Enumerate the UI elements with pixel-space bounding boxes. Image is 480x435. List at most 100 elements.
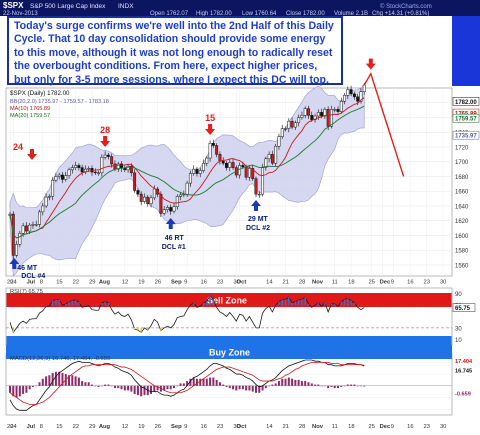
macd-histogram-bar xyxy=(61,372,64,386)
candle-body xyxy=(356,96,360,102)
macd-histogram-bar xyxy=(304,381,307,386)
candle-body xyxy=(320,112,324,117)
macd-histogram-bar xyxy=(284,378,287,386)
macd-histogram-bar xyxy=(340,385,343,387)
candle-body xyxy=(352,93,356,98)
price-xaxis-label: 9 xyxy=(391,280,394,286)
price-right-ma20: 1759.57 xyxy=(455,117,477,123)
macd-histogram-bar xyxy=(235,385,238,391)
bottom-xaxis-label: 25 xyxy=(369,424,375,430)
macd-histogram-bar xyxy=(51,372,54,386)
candle-body xyxy=(349,89,353,95)
price-xaxis-label: 9 xyxy=(184,280,187,286)
price-xaxis-label: Oct xyxy=(237,280,247,286)
candle-body xyxy=(67,169,71,176)
macd-histogram-bar xyxy=(314,384,317,386)
macd-signal-line xyxy=(9,361,365,405)
cycle-label-15: 15 xyxy=(205,113,215,123)
bottom-xaxis-label: 16 xyxy=(201,424,207,430)
candle-body xyxy=(185,182,189,195)
macd-right-right_signal: 17.404 xyxy=(455,359,473,365)
macd-histogram-bar xyxy=(343,385,346,387)
macd-histogram-bar xyxy=(136,385,139,396)
candle-body xyxy=(113,163,117,170)
candle-body xyxy=(300,115,304,118)
candle-body xyxy=(310,115,314,120)
price-right-bblower: 1735.97 xyxy=(455,134,477,140)
rsi-tick-label: 30 xyxy=(455,326,462,332)
candle-body xyxy=(162,209,166,214)
candle-body xyxy=(15,244,19,256)
cycle-label-dcl4: DCL #4 xyxy=(21,273,45,280)
macd-right-right_macd: 16.745 xyxy=(455,369,472,375)
candle-body xyxy=(359,91,363,102)
macd-histogram-bar xyxy=(153,385,156,392)
macd-histogram-bar xyxy=(350,384,353,386)
macd-histogram-bar xyxy=(218,382,221,386)
macd-histogram-bar xyxy=(143,385,146,396)
ma10-line xyxy=(9,97,365,239)
cycle-arrow-dcl2 xyxy=(251,200,261,211)
price-xaxis-label: 30 xyxy=(233,280,239,286)
price-xaxis-label: 23 xyxy=(217,280,223,286)
macd-histogram-bar xyxy=(31,385,34,387)
bottom-xaxis-label: 23 xyxy=(424,424,430,430)
cycle-arrow-15 xyxy=(205,124,216,135)
price-legend-ma20: MA(20) 1759.57 xyxy=(10,113,50,119)
candle-body xyxy=(149,197,153,204)
macd-histogram-bar xyxy=(189,378,192,386)
candle-body xyxy=(336,109,340,112)
macd-histogram-bar xyxy=(113,385,116,389)
price-xaxis-label: 15 xyxy=(56,280,62,286)
header-change: Chg +14.31 (+0.81%) xyxy=(372,11,429,17)
macd-histogram-bar xyxy=(251,385,254,392)
candle-body xyxy=(326,109,330,127)
bottom-xaxis-label: 28 xyxy=(299,424,305,430)
price-xaxis-label: Sep xyxy=(171,280,182,286)
macd-right-right_hist: -0.659 xyxy=(455,391,471,397)
macd-histogram-bar xyxy=(258,385,261,393)
macd-histogram-bar xyxy=(241,385,244,390)
candle-body xyxy=(38,211,41,225)
macd-histogram-bar xyxy=(127,385,130,391)
price-tick-label: 1720 xyxy=(455,145,469,151)
candle-body xyxy=(205,157,209,164)
macd-histogram-bar xyxy=(199,378,202,386)
bottom-xaxis-label: Sep xyxy=(171,424,182,430)
price-xaxis-label: 28 xyxy=(299,280,305,286)
price-xaxis-label: 21 xyxy=(283,280,289,286)
candle-body xyxy=(57,174,61,177)
rsi-tick-label: 10 xyxy=(455,338,462,344)
rsi-right-box xyxy=(452,303,476,312)
price-right-ma20-box xyxy=(452,113,480,123)
macd-histogram-bar xyxy=(159,385,162,392)
header-date: 22-Nov-2013 xyxy=(3,11,38,17)
bottom-xaxis-label: Jul xyxy=(27,424,36,430)
candle-body xyxy=(133,172,137,191)
candle-body xyxy=(287,120,291,129)
cycle-label-46mt: 46 MT xyxy=(17,265,38,272)
bottom-xaxis-label: Oct xyxy=(237,424,247,430)
macd-histogram-bar xyxy=(41,378,44,386)
candle-body xyxy=(247,168,251,178)
macd-histogram-bar xyxy=(330,385,333,387)
price-right-bblower-box xyxy=(452,130,480,140)
macd-histogram-bar xyxy=(117,385,120,389)
candle-body xyxy=(172,206,176,212)
price-tick-label: 1580 xyxy=(455,249,469,255)
price-xaxis-label: Jul xyxy=(27,280,36,286)
price-xaxis-label: 23 xyxy=(424,280,430,286)
macd-histogram-bar xyxy=(38,382,41,386)
macd-histogram-bar xyxy=(58,371,61,386)
candle-body xyxy=(143,196,146,202)
candle-body xyxy=(231,162,235,168)
candle-body xyxy=(211,143,215,146)
macd-histogram-bar xyxy=(359,385,362,387)
macd-histogram-bar xyxy=(291,378,294,386)
macd-histogram-bar xyxy=(74,376,77,386)
candle-body xyxy=(51,179,55,197)
macd-histogram-bar xyxy=(317,384,320,386)
cycle-label-24: 24 xyxy=(13,142,23,152)
price-xaxis-label: 29 xyxy=(89,280,95,286)
macd-histogram-bar xyxy=(232,385,235,390)
